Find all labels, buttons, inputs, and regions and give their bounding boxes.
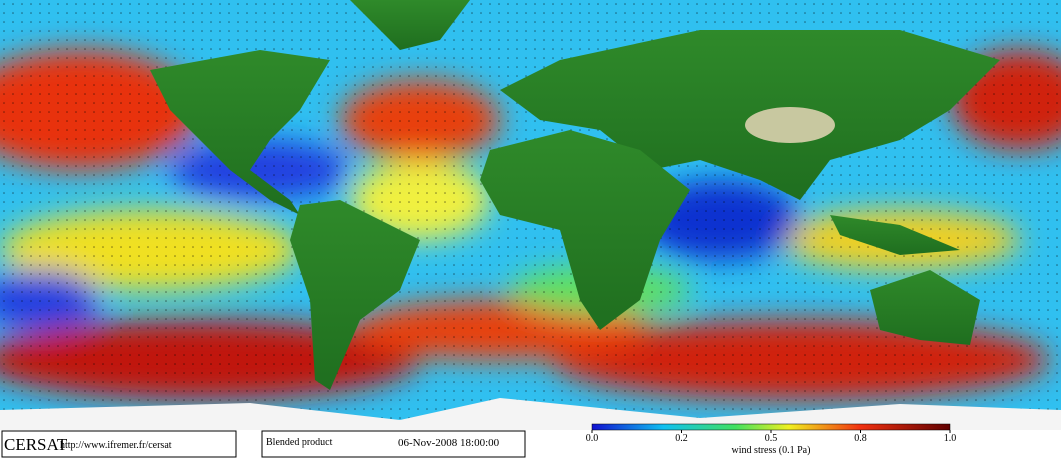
url: http://www.ifremer.fr/cersat bbox=[60, 440, 172, 451]
colorbar-tick-label: 0.8 bbox=[854, 433, 867, 444]
date: 06-Nov-2008 18:00:00 bbox=[398, 437, 500, 449]
logo-box bbox=[1, 430, 237, 458]
logo: CERSAT bbox=[4, 435, 68, 454]
plateau bbox=[745, 107, 835, 143]
colorbar-tick-label: 1.0 bbox=[944, 433, 957, 444]
colorbar bbox=[591, 423, 951, 431]
colorbar-title: wind stress (0.1 Pa) bbox=[732, 445, 811, 456]
colorbar-tick-label: 0.2 bbox=[675, 433, 688, 444]
product: Blended product bbox=[266, 437, 333, 448]
colorbar-tick-label: 0.5 bbox=[765, 433, 778, 444]
antarctica bbox=[0, 398, 1061, 432]
info-box bbox=[261, 430, 526, 458]
colorbar-tick-label: 0.0 bbox=[586, 433, 599, 444]
continents bbox=[150, 0, 1000, 390]
